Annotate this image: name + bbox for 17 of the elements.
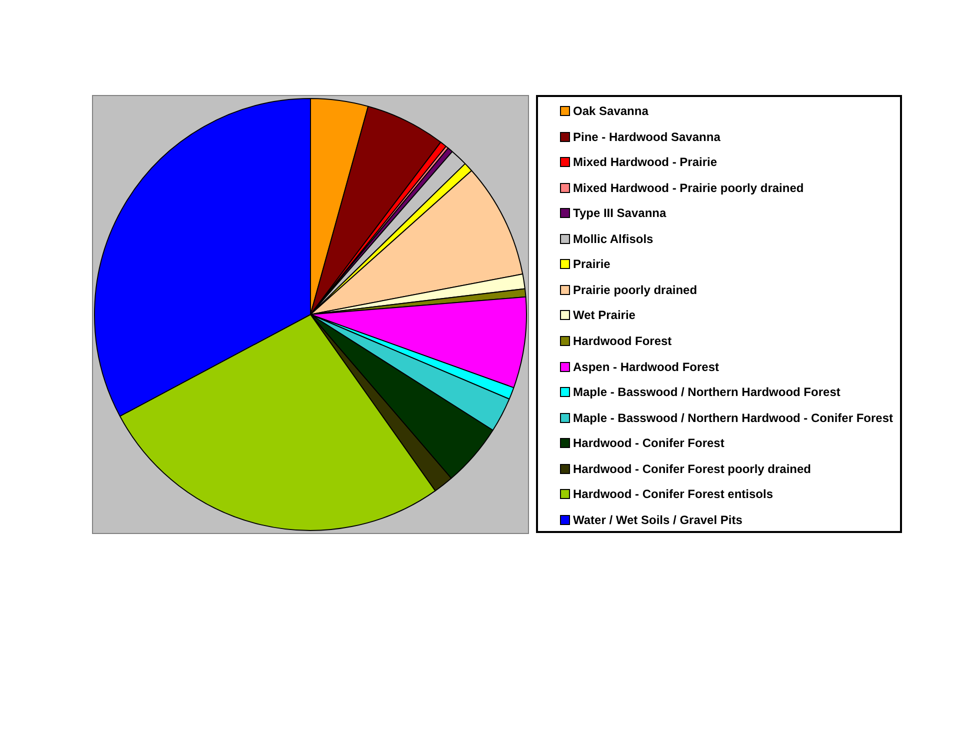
- legend-label: Water / Wet Soils / Gravel Pits: [573, 512, 742, 527]
- legend-label: Maple - Basswood / Northern Hardwood Forest: [573, 385, 840, 400]
- legend-label: Mixed Hardwood - Prairie poorly drained: [573, 180, 804, 195]
- legend-label: Maple - Basswood / Northern Hardwood - Conifer Forest: [573, 410, 894, 425]
- legend-label: Oak Savanna: [573, 104, 648, 118]
- legend-label: Aspen - Hardwood Forest: [573, 360, 720, 374]
- legend-label: Prairie: [573, 257, 610, 272]
- legend-label: Mollic Alfisols: [573, 232, 654, 246]
- legend-label: Type III Savanna: [573, 206, 666, 220]
- legend-label: Hardwood - Conifer Forest entisols: [573, 487, 774, 502]
- legend-label: Mixed Hardwood - Prairie: [573, 155, 718, 170]
- legend-label: Pine - Hardwood Savanna: [573, 130, 720, 144]
- legend-label: Hardwood - Conifer Forest: [573, 436, 724, 450]
- legend-label: Hardwood Forest: [573, 334, 672, 348]
- legend-label: Hardwood - Conifer Forest poorly drained: [573, 462, 812, 476]
- legend-label: Wet Prairie: [573, 308, 636, 322]
- legend-label: Prairie poorly drained: [573, 282, 698, 297]
